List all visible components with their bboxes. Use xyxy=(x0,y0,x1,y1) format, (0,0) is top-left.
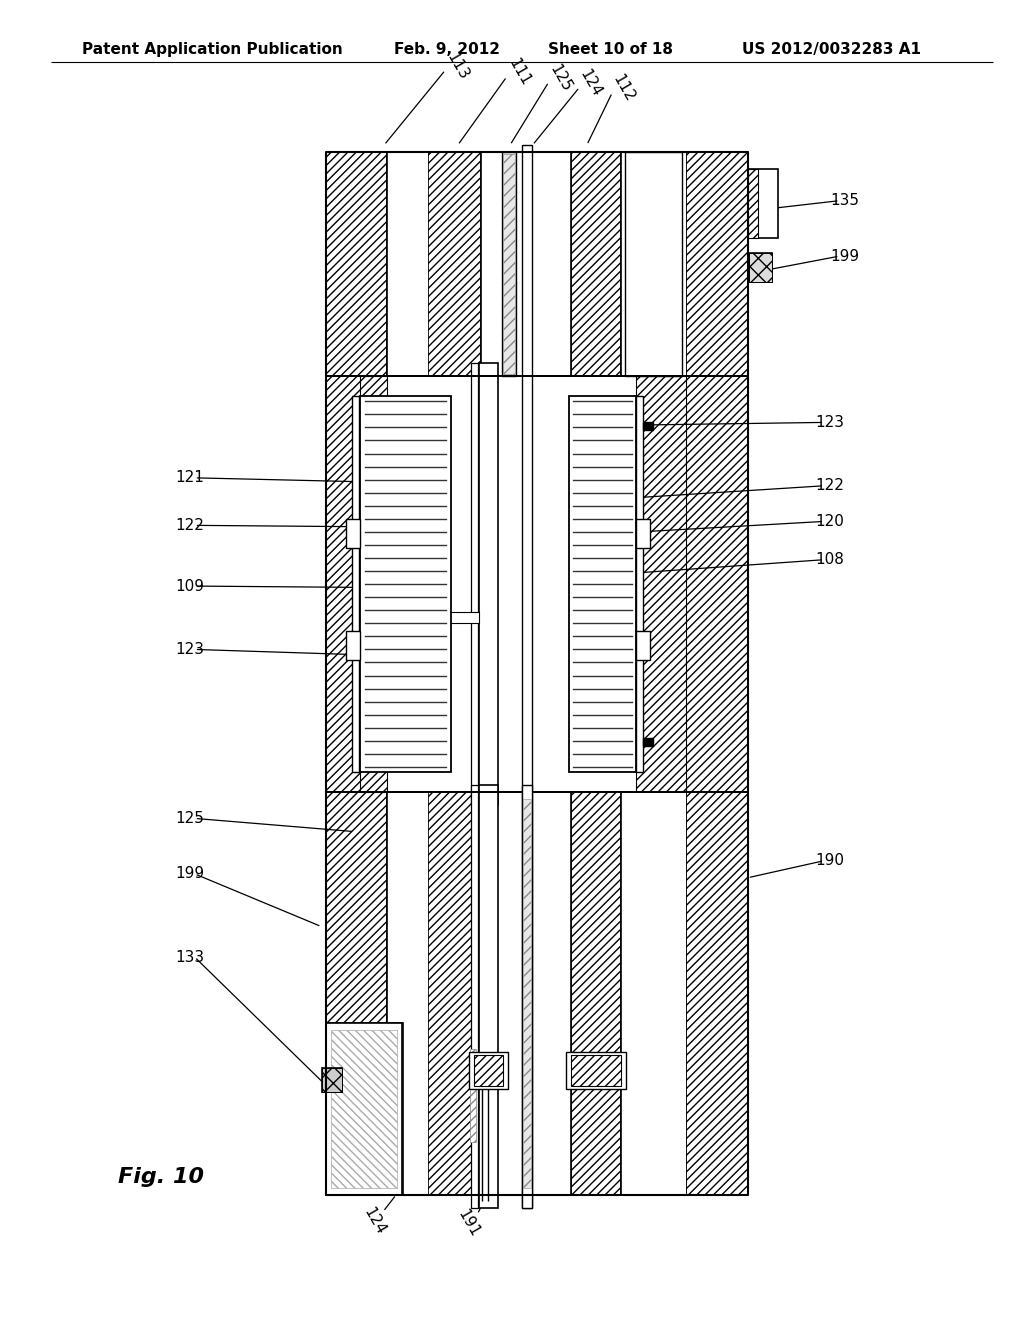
Bar xyxy=(621,792,686,1195)
Bar xyxy=(571,152,621,376)
Bar xyxy=(322,1068,342,1092)
Bar xyxy=(326,1023,402,1195)
Text: Fig. 10: Fig. 10 xyxy=(118,1167,204,1188)
Text: 122: 122 xyxy=(815,478,844,494)
Bar xyxy=(636,519,650,548)
Text: 111: 111 xyxy=(506,57,532,88)
Bar xyxy=(748,169,758,238)
Bar xyxy=(322,1068,342,1092)
Bar xyxy=(469,1052,508,1089)
Bar xyxy=(566,1052,626,1089)
Bar xyxy=(360,396,451,772)
Bar xyxy=(571,1055,621,1086)
Text: 121: 121 xyxy=(175,470,204,486)
Text: Patent Application Publication: Patent Application Publication xyxy=(82,42,343,57)
Bar xyxy=(481,152,571,376)
Bar xyxy=(643,422,653,430)
Text: 124: 124 xyxy=(578,67,604,99)
Bar xyxy=(686,152,748,1195)
Bar xyxy=(428,152,481,376)
Bar xyxy=(522,145,532,1208)
Text: 125: 125 xyxy=(175,810,204,826)
Text: 199: 199 xyxy=(830,248,859,264)
Text: 123: 123 xyxy=(815,414,844,430)
Text: Feb. 9, 2012: Feb. 9, 2012 xyxy=(394,42,501,57)
Bar xyxy=(479,785,498,1208)
Text: 120: 120 xyxy=(815,513,844,529)
Text: 109: 109 xyxy=(175,578,204,594)
Bar xyxy=(502,152,516,376)
Bar xyxy=(346,631,360,660)
Bar xyxy=(387,792,428,1195)
Bar xyxy=(326,1023,403,1195)
Text: 108: 108 xyxy=(815,552,844,568)
Bar xyxy=(481,792,571,1195)
Text: 123: 123 xyxy=(175,642,204,657)
Bar xyxy=(479,363,498,805)
Text: 199: 199 xyxy=(175,866,204,882)
Bar xyxy=(471,363,478,805)
Bar xyxy=(748,169,778,238)
Bar xyxy=(470,1049,476,1142)
Bar xyxy=(636,376,686,792)
Bar xyxy=(523,799,531,1188)
Bar xyxy=(471,785,478,1208)
Bar xyxy=(569,396,636,772)
Bar xyxy=(346,519,360,548)
Bar xyxy=(643,738,653,746)
Bar xyxy=(331,1030,397,1188)
Bar xyxy=(621,152,686,376)
Text: 122: 122 xyxy=(175,517,204,533)
Text: 135: 135 xyxy=(830,193,859,209)
Text: 125: 125 xyxy=(547,62,573,94)
Bar xyxy=(571,792,621,1195)
Text: US 2012/0032283 A1: US 2012/0032283 A1 xyxy=(742,42,922,57)
Bar xyxy=(428,792,481,1195)
Bar xyxy=(503,154,515,374)
Bar xyxy=(522,785,532,1208)
Bar xyxy=(749,253,772,282)
Text: 113: 113 xyxy=(444,50,471,82)
Bar xyxy=(636,631,650,660)
Bar xyxy=(387,152,428,376)
Text: 133: 133 xyxy=(175,949,204,965)
Bar xyxy=(443,612,479,623)
Text: Sheet 10 of 18: Sheet 10 of 18 xyxy=(548,42,673,57)
Bar xyxy=(625,152,682,376)
Bar xyxy=(352,396,359,772)
Bar xyxy=(360,376,387,792)
Bar xyxy=(636,396,643,772)
Bar xyxy=(326,152,387,1195)
Text: 190: 190 xyxy=(815,853,844,869)
Text: 112: 112 xyxy=(610,73,637,104)
Text: 124: 124 xyxy=(361,1205,388,1237)
Text: 191: 191 xyxy=(455,1208,481,1239)
Bar xyxy=(749,253,772,282)
Bar xyxy=(474,1055,503,1086)
